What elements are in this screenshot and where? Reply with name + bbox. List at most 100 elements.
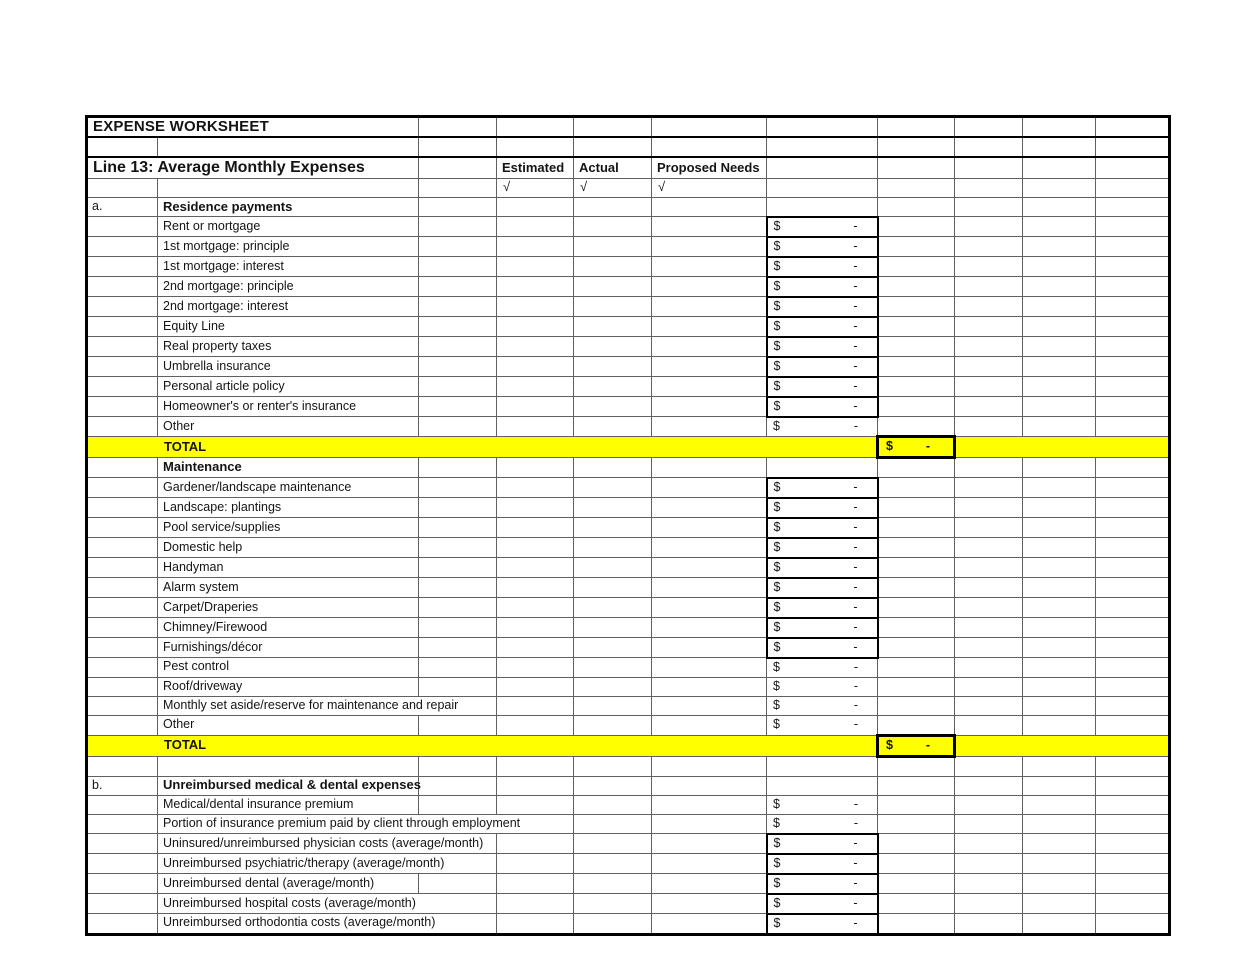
amount-value: - (853, 815, 858, 830)
empty-cell (1022, 755, 1096, 777)
empty-cell (418, 396, 497, 417)
amount-cell[interactable]: $ - (765, 852, 879, 875)
empty-cell (573, 256, 652, 277)
item-row: 2nd mortgage: interest $ - (86, 295, 1170, 318)
empty-cell (766, 457, 878, 478)
empty-cell (1022, 356, 1096, 377)
currency-symbol: $ (773, 338, 781, 353)
empty-cell (954, 457, 1023, 478)
amount-cell[interactable]: $ - (766, 813, 878, 834)
amount-cell[interactable]: $ - (765, 375, 879, 398)
amount-cell[interactable]: $ - (765, 516, 879, 539)
item-row: Homeowner's or renter's insurance $ - (86, 395, 1170, 418)
empty-cell (496, 597, 574, 618)
empty-cell (651, 617, 767, 638)
empty-cell (573, 216, 652, 237)
amount-cell[interactable]: $ - (765, 496, 879, 519)
amount-cell[interactable]: $ - (766, 676, 878, 697)
empty-cell (954, 256, 1023, 277)
amount-cell[interactable]: $ - (765, 536, 879, 559)
empty-cell (954, 316, 1023, 337)
amount-cell[interactable]: $ - (766, 695, 878, 716)
empty-cell (86, 216, 158, 237)
empty-cell (573, 695, 652, 716)
empty-cell (418, 537, 497, 558)
amount-cell[interactable]: $ - (766, 714, 878, 736)
amount-cell[interactable]: $ - (765, 912, 879, 935)
item-row: 1st mortgage: interest $ - (86, 255, 1170, 278)
empty-cell (86, 714, 158, 736)
empty-cell (954, 177, 1023, 198)
item-row: Gardener/landscape maintenance $ - (86, 476, 1170, 499)
empty-cell (573, 477, 652, 498)
amount-value: - (853, 855, 858, 870)
empty-cell (1095, 477, 1170, 498)
amount-value: - (853, 378, 858, 393)
empty-cell (573, 657, 652, 678)
empty-cell (418, 276, 497, 297)
amount-cell[interactable]: $ - (765, 576, 879, 599)
amount-cell[interactable]: $ - (765, 255, 879, 278)
empty-cell (418, 196, 497, 217)
amount-cell[interactable]: $ - (765, 476, 879, 499)
amount-cell[interactable]: $ - (765, 832, 879, 855)
empty-cell (954, 196, 1023, 217)
expense-label: Medical/dental insurance premium (157, 794, 419, 815)
amount-cell[interactable]: $ - (876, 435, 956, 459)
empty-cell (1095, 657, 1170, 678)
amount-cell[interactable]: $ - (765, 892, 879, 915)
empty-cell (157, 755, 419, 777)
amount-cell[interactable]: $ - (765, 315, 879, 338)
empty-cell (573, 617, 652, 638)
empty-cell (418, 676, 497, 697)
empty-cell (573, 676, 652, 697)
amount-cell[interactable]: $ - (765, 295, 879, 318)
expense-label: Alarm system (157, 577, 419, 598)
amount-value: - (925, 737, 930, 752)
currency-symbol: $ (773, 318, 781, 333)
amount-cell[interactable]: $ - (766, 794, 878, 815)
checkmark-actual: √ (573, 177, 652, 198)
empty-cell (86, 597, 158, 618)
amount-cell[interactable]: $ - (765, 235, 879, 258)
amount-cell[interactable]: $ - (765, 616, 879, 639)
amount-cell[interactable]: $ - (876, 733, 956, 758)
amount-cell[interactable]: $ - (766, 416, 878, 437)
amount-row: $ - (768, 876, 877, 891)
expense-label: Gardener/landscape maintenance (157, 477, 419, 498)
empty-cell (1022, 794, 1096, 815)
empty-cell (1095, 695, 1170, 716)
currency-symbol: $ (773, 218, 781, 233)
item-row: Unreimbursed dental (average/month) $ - (86, 872, 1170, 895)
empty-cell (418, 296, 497, 317)
amount-cell[interactable]: $ - (765, 275, 879, 298)
amount-value: - (853, 338, 858, 353)
empty-cell (954, 734, 1170, 757)
empty-cell (1022, 416, 1096, 437)
empty-cell (954, 517, 1023, 538)
amount-cell[interactable]: $ - (765, 335, 879, 358)
amount-cell[interactable]: $ - (765, 355, 879, 378)
amount-value: - (925, 439, 930, 454)
empty-cell (496, 196, 574, 217)
amount-cell[interactable]: $ - (766, 657, 878, 678)
amount-value: - (853, 915, 858, 930)
empty-cell (1022, 216, 1096, 237)
empty-cell (877, 657, 955, 678)
amount-cell[interactable]: $ - (765, 215, 879, 238)
amount-cell[interactable]: $ - (765, 596, 879, 619)
amount-cell[interactable]: $ - (765, 395, 879, 418)
amount-cell[interactable]: $ - (765, 636, 879, 659)
line13-row: Line 13: Average Monthly Expenses Estimat… (86, 156, 1170, 179)
amount-cell[interactable]: $ - (765, 872, 879, 895)
empty-cell (496, 617, 574, 638)
currency-symbol: $ (773, 479, 781, 494)
empty-cell (954, 617, 1023, 638)
empty-cell (1095, 296, 1170, 317)
empty-cell (496, 833, 574, 854)
amount-cell[interactable]: $ - (765, 556, 879, 579)
empty-cell (877, 833, 955, 854)
currency-symbol: $ (773, 258, 781, 273)
amount-value: - (853, 659, 858, 674)
empty-cell (573, 597, 652, 618)
